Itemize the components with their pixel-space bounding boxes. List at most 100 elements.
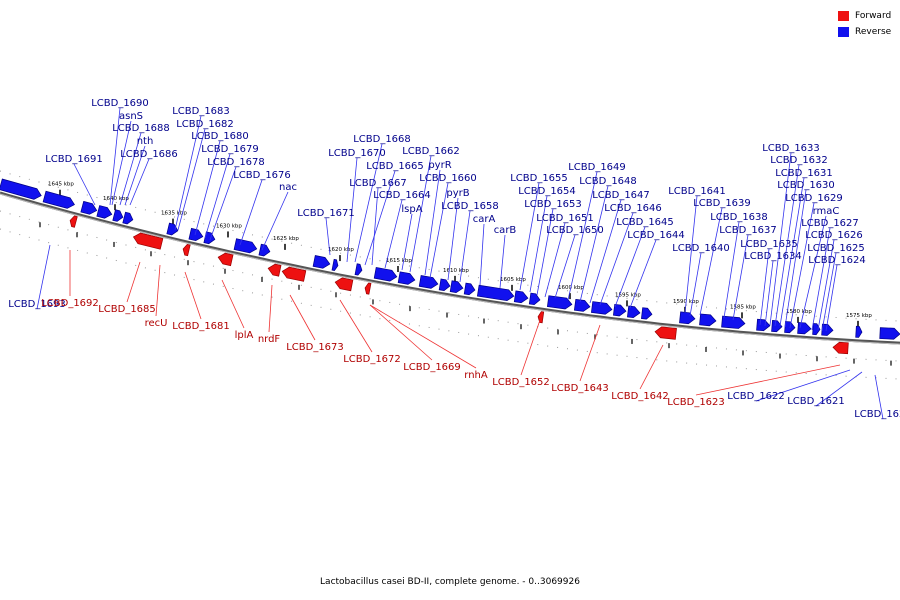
leader-line — [124, 145, 146, 206]
gene-label: carA — [473, 214, 496, 225]
label-leader-lines — [36, 107, 884, 420]
leader-line — [519, 182, 540, 291]
gene-label: LCBD_1693 — [8, 299, 66, 310]
leader-line — [689, 252, 702, 317]
gene-label: LCBD_1652 — [492, 377, 550, 388]
gene-label: LCBD_1623 — [667, 397, 725, 408]
leader-line — [567, 171, 598, 301]
gene-label: LCBD_1639 — [693, 198, 751, 209]
genome-backbone — [0, 191, 900, 345]
reverse-gene-arrow — [373, 267, 398, 282]
leader-line — [194, 140, 221, 236]
scale-label: 1635 kbp — [161, 211, 187, 217]
gene-label: asnS — [119, 111, 143, 122]
leader-line — [732, 234, 749, 321]
leader-line — [825, 264, 838, 332]
gene-label: LCBD_1664 — [373, 190, 431, 201]
reverse-gene-arrow — [0, 178, 42, 200]
leader-line — [579, 185, 609, 303]
leader-line — [109, 107, 121, 206]
leader-line — [699, 207, 723, 316]
leader-line — [684, 195, 698, 314]
leader-line — [629, 239, 657, 309]
leader-line — [209, 166, 237, 241]
scale-label: 1620 kbp — [328, 247, 354, 253]
leader-line — [479, 223, 485, 286]
reverse-gene-arrow — [476, 284, 515, 302]
leader-line — [409, 155, 432, 273]
reverse-gene-arrow — [449, 280, 464, 293]
gene-label: LCBD_1681 — [172, 321, 230, 332]
scale-label: 1595 kbp — [615, 292, 641, 298]
leader-line — [204, 153, 231, 239]
reverse-gene-arrow — [590, 301, 613, 315]
gene-label: LCBD_1643 — [551, 383, 609, 394]
reverse-gene-arrow — [812, 323, 821, 336]
leader-line — [774, 164, 800, 327]
leader-line — [155, 264, 161, 317]
reverse-gene-arrow — [112, 209, 124, 222]
gene-features — [0, 178, 900, 355]
reverse-gene-arrow — [699, 313, 717, 327]
gene-label: LCBD_1688 — [112, 123, 170, 134]
leader-line — [779, 177, 805, 327]
gene-label: LCBD_1671 — [297, 208, 355, 219]
scale-label: 1610 kbp — [443, 268, 469, 274]
gene-label: LCBD_1653 — [524, 199, 582, 210]
reverse-gene-arrow — [679, 311, 696, 325]
forward-gene-arrow — [832, 341, 849, 355]
legend: Forward Reverse — [838, 8, 891, 40]
scale-label: 1630 kbp — [216, 223, 242, 229]
legend-reverse: Reverse — [838, 24, 891, 40]
leader-line — [268, 284, 273, 333]
gene-label: LCBD_1629 — [785, 193, 843, 204]
gene-label: LCBD_1641 — [668, 186, 726, 197]
forward-gene-arrow — [182, 243, 191, 257]
reverse-gene-arrow — [312, 255, 331, 269]
leader-line — [73, 163, 96, 206]
leader-line — [364, 170, 396, 266]
leader-line — [459, 210, 471, 283]
leader-line — [369, 304, 477, 369]
gene-label: LCBD_1633 — [762, 143, 820, 154]
gene-label: LCBD_1632 — [770, 155, 828, 166]
scale-label: 1645 kbp — [48, 182, 74, 188]
reverse-gene-arrow — [96, 205, 113, 219]
leader-line — [177, 128, 206, 231]
leader-line — [429, 182, 449, 279]
gene-label: LCBD_1680 — [191, 131, 249, 142]
gene-label: LCBD_1630 — [777, 180, 835, 191]
leader-line — [339, 299, 373, 353]
gene-label: LCBD_1650 — [546, 225, 604, 236]
scale-label: 1615 kbp — [386, 258, 412, 264]
reverse-gene-arrow — [438, 278, 451, 291]
gene-label: nth — [137, 136, 154, 147]
leader-line — [119, 132, 142, 206]
reverse-gene-arrow — [122, 211, 134, 225]
forward-gene-arrow — [69, 215, 78, 228]
gene-label: LCBD_1646 — [604, 203, 662, 214]
gene-label: LCBD_1692 — [41, 298, 99, 309]
leader-line — [346, 157, 358, 263]
leader-line — [614, 226, 646, 308]
leader-line — [384, 199, 403, 269]
gene-label: nac — [279, 182, 297, 193]
gene-label: LCBD_1622 — [727, 391, 785, 402]
gene-label: LCBD_1662 — [402, 146, 460, 157]
gene-label: carB — [494, 225, 517, 236]
gene-label: LCBD_1626 — [805, 230, 863, 241]
leader-line — [499, 234, 506, 289]
genome-caption: Lactobacillus casei BD-II, complete geno… — [320, 577, 580, 587]
reverse-gene-arrow — [756, 318, 771, 332]
reverse-gene-arrow — [331, 258, 339, 271]
leader-line — [369, 304, 433, 361]
leader-line — [129, 158, 150, 206]
leader-line — [811, 227, 831, 331]
gene-label: LCBD_1668 — [353, 134, 411, 145]
leader-line — [639, 344, 664, 390]
leader-line — [599, 212, 634, 306]
leader-line — [764, 260, 774, 327]
leader-line — [579, 324, 601, 382]
reverse-gene-arrow — [721, 315, 746, 329]
